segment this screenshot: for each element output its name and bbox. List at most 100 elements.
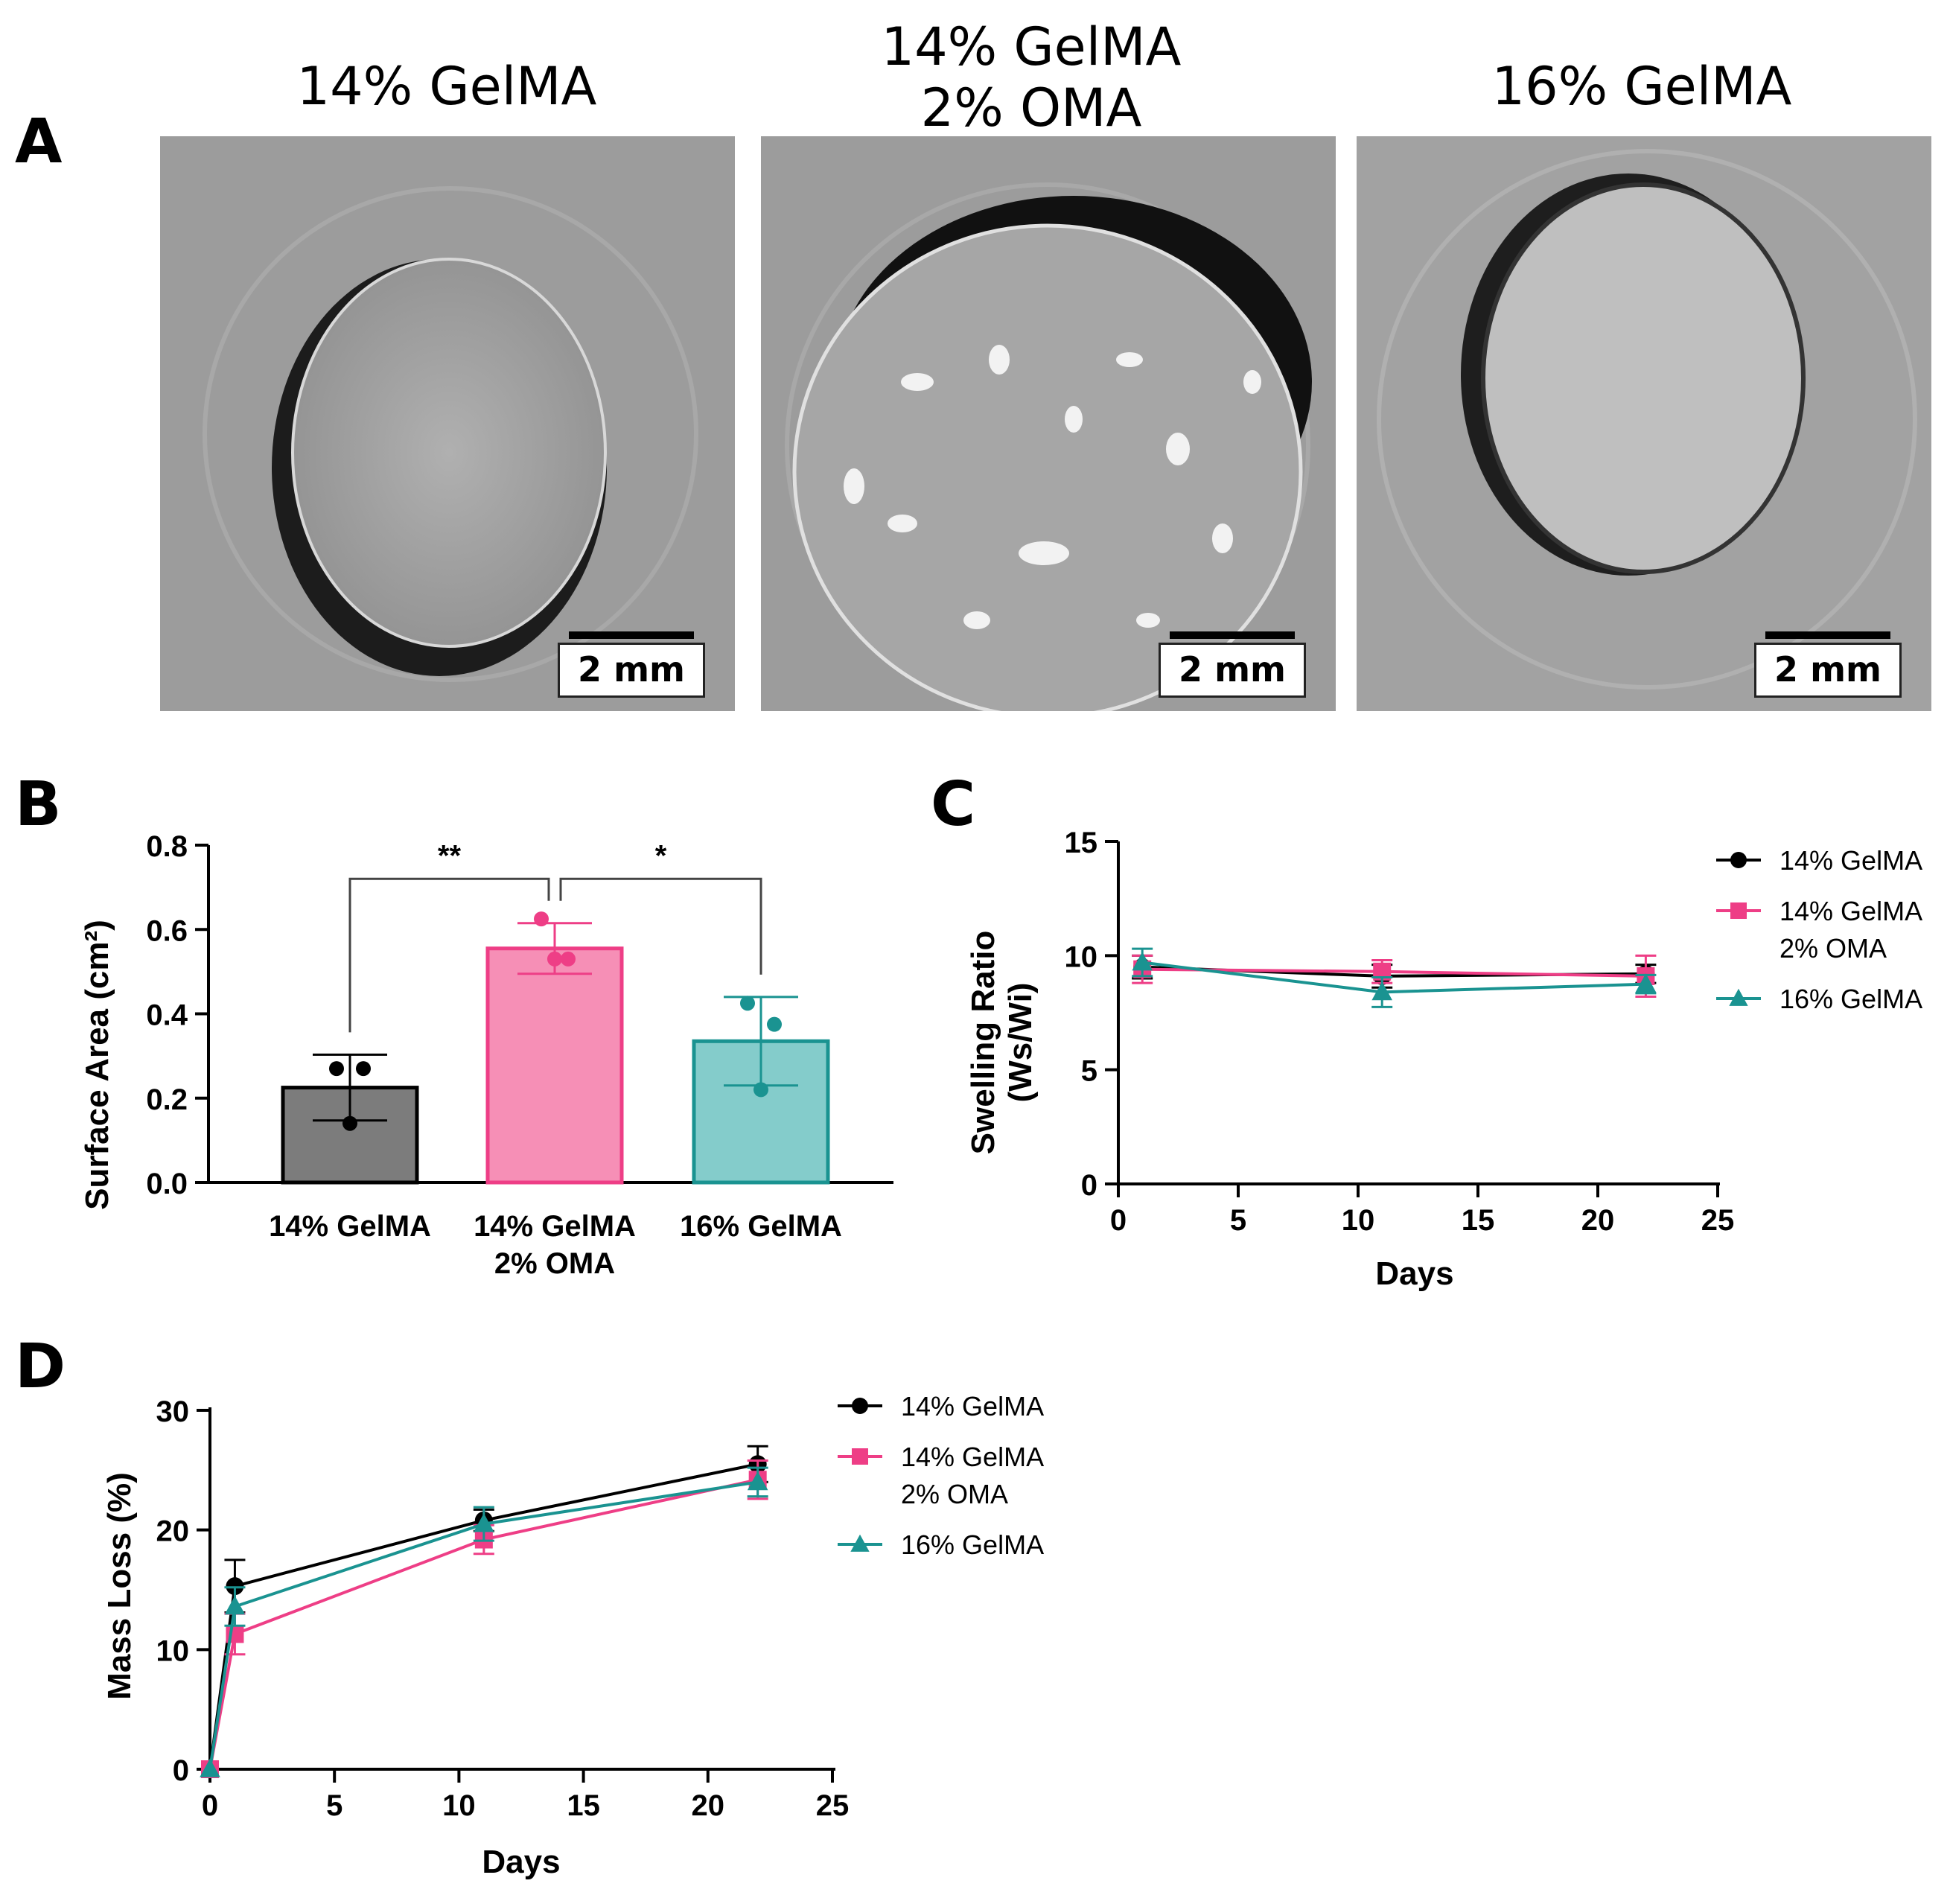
series-3: [1132, 947, 1657, 1008]
x-tick-label: 25: [1701, 1204, 1735, 1237]
y-axis-label: Mass Loss (%): [101, 1472, 138, 1700]
data-point: [1371, 981, 1392, 1001]
y-tick-label: 0.2: [146, 1083, 188, 1116]
y-tick-label: 30: [156, 1395, 190, 1428]
scale-bar-1: 2 mm: [558, 631, 705, 698]
micrograph-title-1: 14% GelMA: [179, 56, 715, 117]
legend-item: 14% GelMA 2% OMA: [838, 1442, 1044, 1509]
legend-item: 16% GelMA: [1716, 984, 1922, 1014]
micrograph-14-gelma-2-oma-image: [761, 136, 1336, 711]
hydrogel-disc: [293, 259, 605, 646]
data-point: [226, 1577, 244, 1596]
y-tick-label: 0.4: [146, 999, 188, 1032]
data-point: [561, 951, 576, 967]
legend-label-line2: 2% OMA: [1779, 933, 1887, 964]
data-point: [342, 1115, 357, 1131]
x-tick-label: 14% GelMA: [474, 1210, 636, 1243]
series-line: [208, 1478, 759, 1770]
legend-marker: [852, 1398, 868, 1414]
data-point: [753, 1082, 768, 1098]
y-tick-label: 0.6: [146, 914, 188, 947]
hydrogel-disc: [1483, 185, 1803, 572]
micrograph-title-3-line1: 16% GelMA: [1491, 56, 1792, 117]
micrograph-14-gelma-image: [160, 136, 735, 711]
data-point: [1132, 952, 1153, 971]
x-tick-label: 16% GelMA: [680, 1210, 842, 1243]
x-axis-label: Days: [482, 1844, 560, 1880]
micrograph-title-2-line2: 2% OMA: [920, 77, 1142, 138]
legend-marker: [1730, 852, 1747, 868]
significance-bracket: [348, 877, 550, 1033]
y-tick-label: 0.0: [146, 1168, 188, 1200]
scale-bar-line: [1765, 631, 1890, 639]
swelling-ratio-line-chart: Swelling Ratio (Ws/Wi) 0 5 10 15 0 5 10 15 20 25…: [965, 827, 1922, 1292]
x-axis-label: Days: [1375, 1255, 1453, 1292]
y-tick-label: 5: [1081, 1055, 1097, 1088]
y-axis-label-line1: Swelling Ratio: [965, 931, 1001, 1155]
legend-label: 16% GelMA: [901, 1529, 1044, 1560]
y-tick-label: 15: [1065, 827, 1098, 859]
micrograph-16-gelma-image: [1357, 136, 1931, 711]
panel-letter-c: C: [931, 769, 976, 840]
hydrogel-pores: [844, 345, 1261, 629]
y-tick-label: 0.8: [146, 830, 188, 863]
x-tick-label: 0: [1110, 1204, 1127, 1237]
surface-area-bar-chart: Surface Area (cm²) 0.0 0.2 0.4 0.6 0.8 14% G…: [79, 830, 893, 1280]
bar: [485, 946, 624, 1185]
significance-label: **: [438, 839, 462, 872]
x-tick-label: 5: [326, 1789, 342, 1822]
y-axis-label-line2: (Ws/Wi): [1002, 983, 1039, 1103]
x-tick-label: 10: [442, 1789, 476, 1822]
x-tick-label: 0: [202, 1789, 218, 1822]
panel-letter-d: D: [15, 1331, 66, 1402]
x-tick-label: 15: [567, 1789, 600, 1822]
micrograph-title-1-line1: 14% GelMA: [296, 56, 597, 117]
scale-bar-line: [569, 631, 694, 639]
scale-bar-3: 2 mm: [1754, 631, 1902, 698]
legend-label: 14% GelMA: [1779, 896, 1922, 926]
data-point: [740, 996, 755, 1011]
y-tick-label: 20: [156, 1515, 190, 1548]
legend-marker: [1730, 902, 1747, 919]
x-tick-label: 25: [816, 1789, 850, 1822]
y-tick-label: 10: [156, 1634, 190, 1667]
y-tick-label: 10: [1065, 940, 1098, 973]
data-point: [767, 1016, 782, 1032]
x-tick-label: 20: [1581, 1204, 1615, 1237]
micrograph-title-2-line1: 14% GelMA: [881, 16, 1182, 77]
x-tick-label: 10: [1342, 1204, 1375, 1237]
x-tick-label-line2: 2% OMA: [494, 1247, 615, 1280]
panel-letter-a: A: [15, 106, 63, 177]
y-axis-label: Surface Area (cm²): [79, 920, 115, 1210]
series-line: [208, 1480, 758, 1770]
data-point: [356, 1061, 371, 1077]
data-point: [1635, 973, 1657, 993]
series-3: [200, 1466, 768, 1777]
legend-label: 16% GelMA: [1779, 984, 1922, 1014]
scale-bar-label: 2 mm: [1774, 649, 1882, 690]
legend-marker: [850, 1534, 870, 1552]
scale-bar-line: [1170, 631, 1295, 639]
data-point: [200, 1758, 220, 1777]
legend-label: 14% GelMA: [901, 1391, 1044, 1421]
data-point: [747, 1471, 768, 1491]
legend-label: 14% GelMA: [901, 1442, 1044, 1472]
micrograph-title-3: 16% GelMA: [1374, 56, 1910, 117]
x-tick-label: 15: [1462, 1204, 1495, 1237]
micrograph-16-gelma: 2 mm: [1357, 136, 1931, 711]
data-point: [329, 1061, 344, 1077]
legend-item: 16% GelMA: [838, 1529, 1044, 1560]
legend-item: 14% GelMA: [838, 1391, 1044, 1421]
data-point: [224, 1596, 246, 1615]
y-tick-label: 0: [1081, 1169, 1097, 1202]
x-tick-label: 14% GelMA: [269, 1210, 431, 1243]
legend-label-line2: 2% OMA: [901, 1479, 1008, 1509]
data-point: [534, 911, 549, 927]
legend-marker: [852, 1448, 868, 1465]
micrograph-title-2: 14% GelMA 2% OMA: [763, 16, 1299, 138]
legend-item: 14% GelMA: [1716, 845, 1922, 876]
scale-bar-label: 2 mm: [1179, 649, 1286, 690]
scale-bar-label: 2 mm: [578, 649, 685, 690]
micrograph-14-gelma: 2 mm: [160, 136, 735, 711]
legend-marker: [1729, 988, 1748, 1006]
